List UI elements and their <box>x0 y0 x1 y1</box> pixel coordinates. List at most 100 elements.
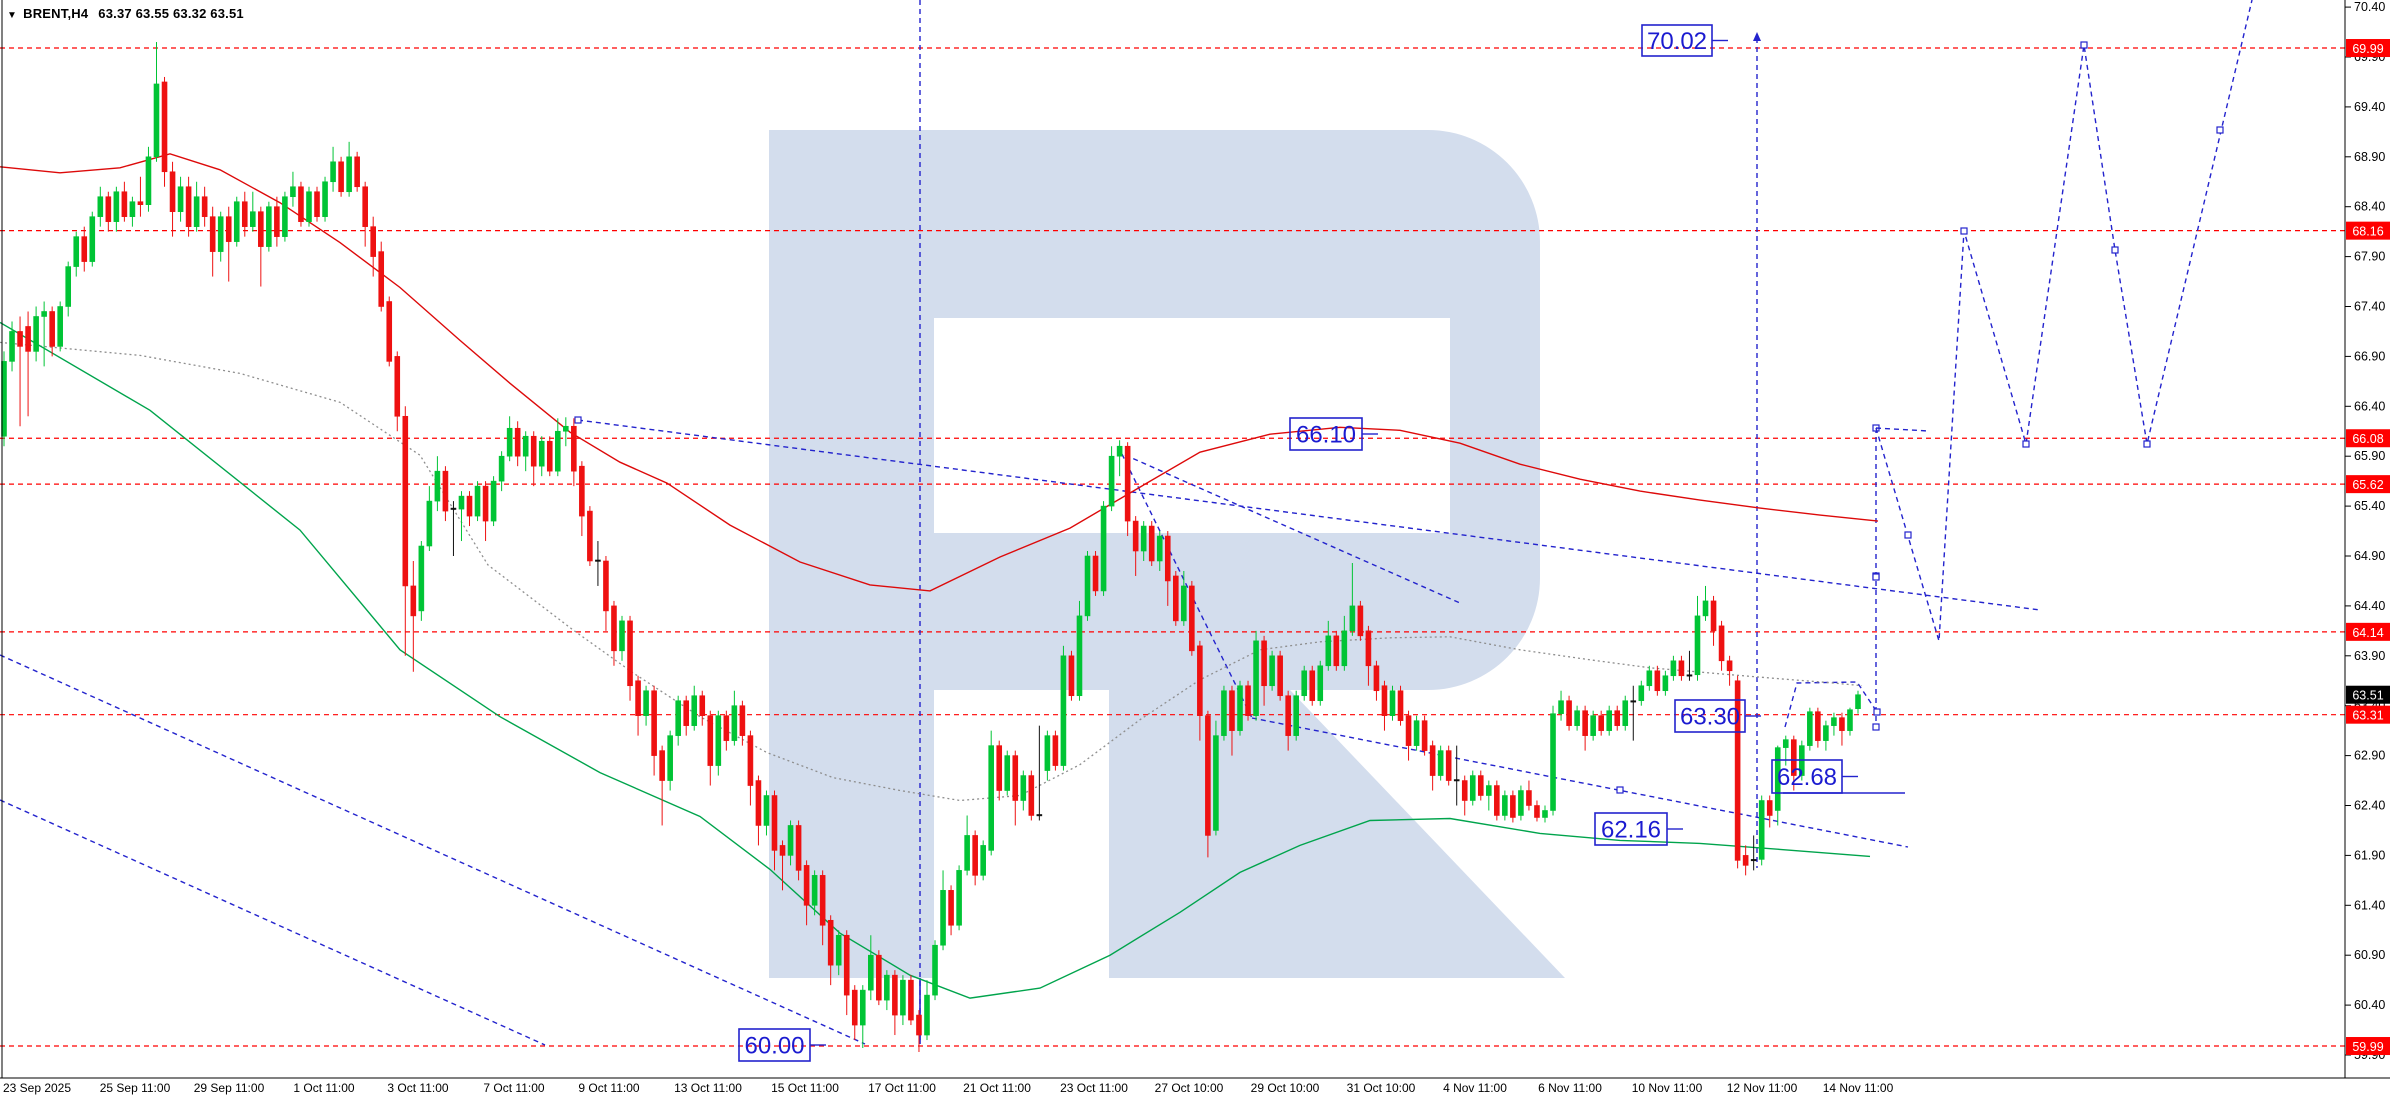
candle-body <box>1502 795 1508 816</box>
ma-red <box>0 153 1879 592</box>
x-axis-label[interactable]: 27 Oct 10:00 <box>1155 1081 1224 1095</box>
x-axis-label[interactable]: 6 Nov 11:00 <box>1538 1081 1602 1095</box>
candle-body <box>1654 670 1661 692</box>
candle-body <box>1758 800 1765 860</box>
trendline-upper-handle[interactable] <box>574 416 582 424</box>
projection-zigzag-handle[interactable] <box>2080 41 2088 49</box>
x-axis-label[interactable]: 3 Oct 11:00 <box>387 1081 448 1095</box>
candle-body <box>522 435 529 457</box>
annotation-66.10[interactable]: 66.10 <box>1289 417 1378 451</box>
candle-body <box>731 705 738 741</box>
trendline-upper[interactable] <box>577 419 2041 611</box>
candle-body <box>940 890 946 946</box>
candle-body <box>1172 575 1179 622</box>
candle-body <box>1301 670 1308 697</box>
x-axis-label[interactable]: 31 Oct 10:00 <box>1347 1081 1416 1095</box>
candle-body <box>659 750 665 781</box>
annotation-62.68[interactable]: 62.68 <box>1771 759 1858 794</box>
candle-body <box>595 559 601 562</box>
x-axis-label[interactable]: 1 Oct 11:00 <box>293 1081 354 1095</box>
candle-body <box>378 251 385 307</box>
price-annotations: 70.02 66.10 63.30 62.68 62.16 60.00 <box>738 24 1858 1062</box>
x-axis-label[interactable]: 14 Nov 11:00 <box>1823 1081 1894 1095</box>
vline-measure-handle[interactable] <box>1872 723 1880 731</box>
projection-zigzag-handle[interactable] <box>2143 440 2151 448</box>
trendline-lower[interactable] <box>1251 717 1909 848</box>
x-axis-label[interactable]: 21 Oct 11:00 <box>963 1081 1031 1095</box>
candle-body <box>1132 520 1139 552</box>
candle-body <box>65 266 72 307</box>
candle-body <box>1847 709 1853 731</box>
candle-body <box>763 795 770 826</box>
annotation-60.00[interactable]: 60.00 <box>738 1028 826 1062</box>
candle-body <box>1445 750 1452 781</box>
projection-zigzag-handle[interactable] <box>2111 246 2119 254</box>
candle-body <box>1686 674 1693 677</box>
candle-body <box>779 845 786 856</box>
annotation-62.16[interactable]: 62.16 <box>1594 812 1683 846</box>
candle-body <box>683 700 690 726</box>
x-axis-label[interactable]: 15 Oct 11:00 <box>771 1081 839 1095</box>
candle-body <box>338 161 344 193</box>
mini-zigzag-handle[interactable] <box>1873 708 1881 716</box>
candle-body <box>530 435 537 467</box>
x-axis-label[interactable]: 29 Oct 10:00 <box>1251 1081 1320 1095</box>
annotation-63.30[interactable]: 63.30 <box>1674 699 1761 733</box>
ma-dotted-gray <box>0 341 1863 802</box>
candle-body <box>1124 445 1131 522</box>
candle-body <box>900 979 906 1016</box>
candle-body <box>1116 445 1123 457</box>
candle-body <box>1469 775 1476 801</box>
x-axis-label[interactable]: 25 Sep 11:00 <box>100 1081 171 1095</box>
x-axis-label[interactable]: 9 Oct 11:00 <box>578 1081 639 1095</box>
candle-body <box>651 690 657 756</box>
candle-body <box>916 1014 922 1036</box>
projection-zigzag-handle[interactable] <box>1960 227 1968 235</box>
projection-zigzag[interactable] <box>1875 0 2253 642</box>
y-tick-label: 60.90 <box>2354 948 2385 962</box>
candle-body <box>1823 725 1829 741</box>
x-axis-label[interactable]: 23 Oct 11:00 <box>1060 1081 1128 1095</box>
mini-zigzag[interactable] <box>1784 681 1878 728</box>
trendline-mid[interactable] <box>1124 454 1461 604</box>
symbol-dropdown-icon[interactable]: ▼ <box>7 10 18 21</box>
x-axis-label[interactable]: 17 Oct 11:00 <box>868 1081 936 1095</box>
x-axis-label[interactable]: 29 Sep 11:00 <box>194 1081 265 1095</box>
channel-steep-2[interactable] <box>0 799 546 1046</box>
x-axis-label[interactable]: 4 Nov 11:00 <box>1443 1081 1507 1095</box>
candle-body <box>1389 690 1396 716</box>
candle-body <box>643 690 649 716</box>
x-axis-label[interactable]: 12 Nov 11:00 <box>1727 1081 1798 1095</box>
candle-body <box>1333 635 1340 667</box>
x-axis-label[interactable]: 10 Nov 11:00 <box>1632 1081 1703 1095</box>
x-axis-label[interactable]: 7 Oct 11:00 <box>483 1081 544 1095</box>
vline-measure-handle[interactable] <box>1872 573 1880 581</box>
trendline-steep-drop[interactable] <box>1117 445 1253 719</box>
candle-body <box>1012 755 1019 801</box>
projection-zigzag-handle[interactable] <box>2022 440 2030 448</box>
watermark-bowl <box>769 130 1540 690</box>
candle-body <box>25 326 31 352</box>
trendline-lower-handle[interactable] <box>1616 786 1624 794</box>
candle-body <box>1068 655 1075 697</box>
candle-body <box>827 919 834 966</box>
annotation-70.02[interactable]: 70.02 <box>1641 24 1728 57</box>
candle-body <box>1245 685 1251 716</box>
annotation-text: 70.02 <box>1647 28 1707 55</box>
projection-zigzag-handle[interactable] <box>2216 126 2224 134</box>
candle-body <box>1076 615 1083 697</box>
candle-body <box>434 470 441 502</box>
candle-body <box>1277 655 1283 697</box>
x-axis-label[interactable]: 13 Oct 11:00 <box>674 1081 742 1095</box>
candle-body <box>1341 630 1348 667</box>
candle-body <box>1317 665 1324 702</box>
projection-zigzag-handle[interactable] <box>1904 531 1912 539</box>
badge-text: 64.14 <box>2352 626 2383 640</box>
y-tick-label: 64.90 <box>2354 549 2385 563</box>
candle-body <box>89 216 96 262</box>
measure-top-tail[interactable] <box>1875 427 1929 432</box>
candle-body <box>1630 700 1637 703</box>
x-axis-label[interactable]: 23 Sep 2025 <box>3 1081 71 1095</box>
badge-rect <box>2346 39 2390 58</box>
